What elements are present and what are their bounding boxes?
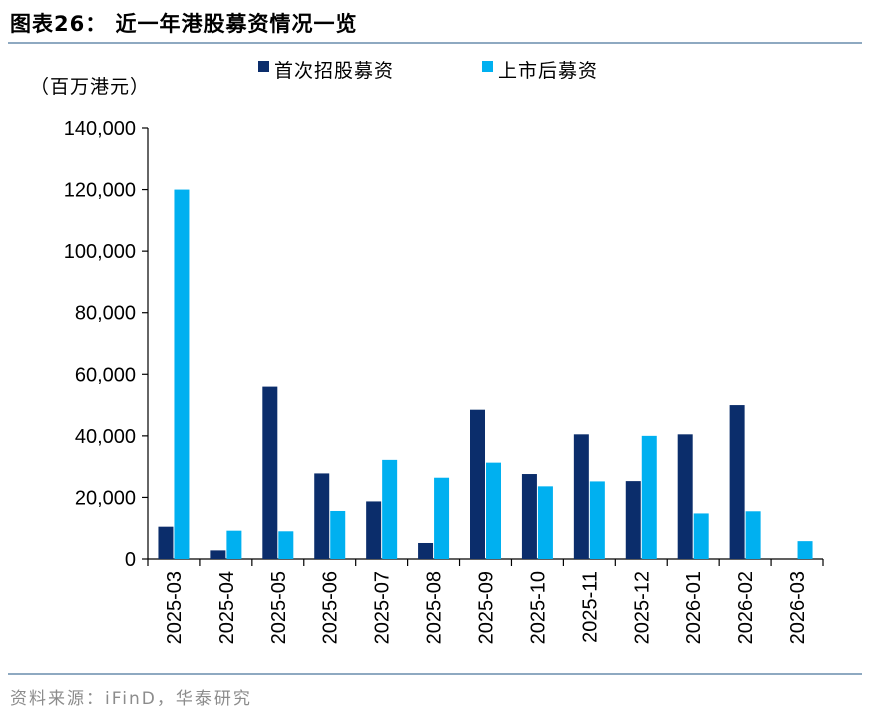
- source-divider: [8, 673, 862, 675]
- bar-follow-on: [330, 510, 346, 559]
- x-tick-label: 2025-09: [476, 571, 498, 644]
- x-tick-label: 2025-11: [579, 571, 601, 643]
- y-tick-label: 20,000: [75, 487, 136, 509]
- bar-ipo: [210, 550, 226, 559]
- bar-ipo: [366, 501, 382, 559]
- bar-follow-on: [589, 481, 605, 559]
- x-tick-label: 2026-02: [735, 571, 757, 644]
- x-tick-label: 2025-03: [164, 571, 186, 644]
- x-tick-label: 2025-12: [631, 571, 653, 644]
- bar-follow-on: [797, 541, 813, 559]
- bar-follow-on: [278, 531, 294, 559]
- x-tick-label: 2025-06: [320, 571, 342, 644]
- bar-follow-on: [745, 511, 761, 559]
- x-tick-label: 2026-03: [787, 571, 809, 644]
- axes: [147, 128, 823, 560]
- x-tick-label: 2026-01: [683, 571, 705, 644]
- bar-follow-on: [226, 530, 242, 559]
- bar-follow-on: [486, 462, 501, 559]
- source-note: 资料来源：iFinD，华泰研究: [10, 689, 252, 709]
- bar-ipo: [677, 434, 693, 559]
- bar-ipo: [729, 405, 745, 559]
- legend-swatch-ipo: [258, 61, 269, 72]
- legend-swatch-follow-on: [482, 61, 493, 72]
- bar-ipo: [262, 386, 278, 559]
- x-tick-label: 2025-05: [268, 571, 290, 644]
- bar-ipo: [573, 434, 589, 559]
- bar-follow-on: [693, 513, 709, 559]
- y-tick-label: 0: [125, 549, 136, 571]
- bars: [158, 189, 813, 560]
- legend: 首次招股募资 上市后募资: [258, 60, 598, 82]
- y-tick-label: 40,000: [75, 426, 136, 448]
- bar-ipo: [625, 481, 641, 559]
- bar-follow-on: [641, 435, 657, 559]
- bar-ipo: [158, 526, 174, 559]
- y-tick-label: 120,000: [64, 180, 136, 202]
- title-divider: [8, 42, 862, 44]
- bar-follow-on: [537, 486, 553, 559]
- legend-label-follow-on: 上市后募资: [498, 60, 598, 82]
- y-axis-ticks: 0 20,000 40,000 60,000 80,000 100,000 120,000 1…: [64, 118, 148, 571]
- legend-label-ipo: 首次招股募资: [274, 60, 394, 82]
- x-tick-label: 2025-08: [424, 571, 446, 644]
- bar-ipo: [418, 542, 434, 559]
- y-tick-label: 140,000: [64, 118, 136, 140]
- y-tick-label: 100,000: [64, 241, 136, 263]
- bar-ipo: [521, 474, 537, 559]
- y-tick-label: 60,000: [75, 364, 136, 386]
- figure-title: 图表26： 近一年港股募资情况一览: [10, 12, 358, 36]
- y-tick-label: 80,000: [75, 303, 136, 325]
- bar-ipo: [470, 409, 485, 559]
- y-unit-label: （百万港元）: [30, 76, 150, 98]
- bar-follow-on: [434, 477, 450, 559]
- x-tick-label: 2025-07: [372, 571, 394, 644]
- x-tick-label: 2025-10: [527, 571, 549, 644]
- bar-follow-on: [174, 189, 190, 560]
- bar-ipo: [314, 473, 330, 559]
- bar-follow-on: [382, 459, 398, 559]
- x-tick-label: 2025-04: [216, 571, 238, 644]
- x-axis-ticks: 2025-03 2025-04 2025-05 2025-06 2025-07 2025-…: [147, 559, 824, 644]
